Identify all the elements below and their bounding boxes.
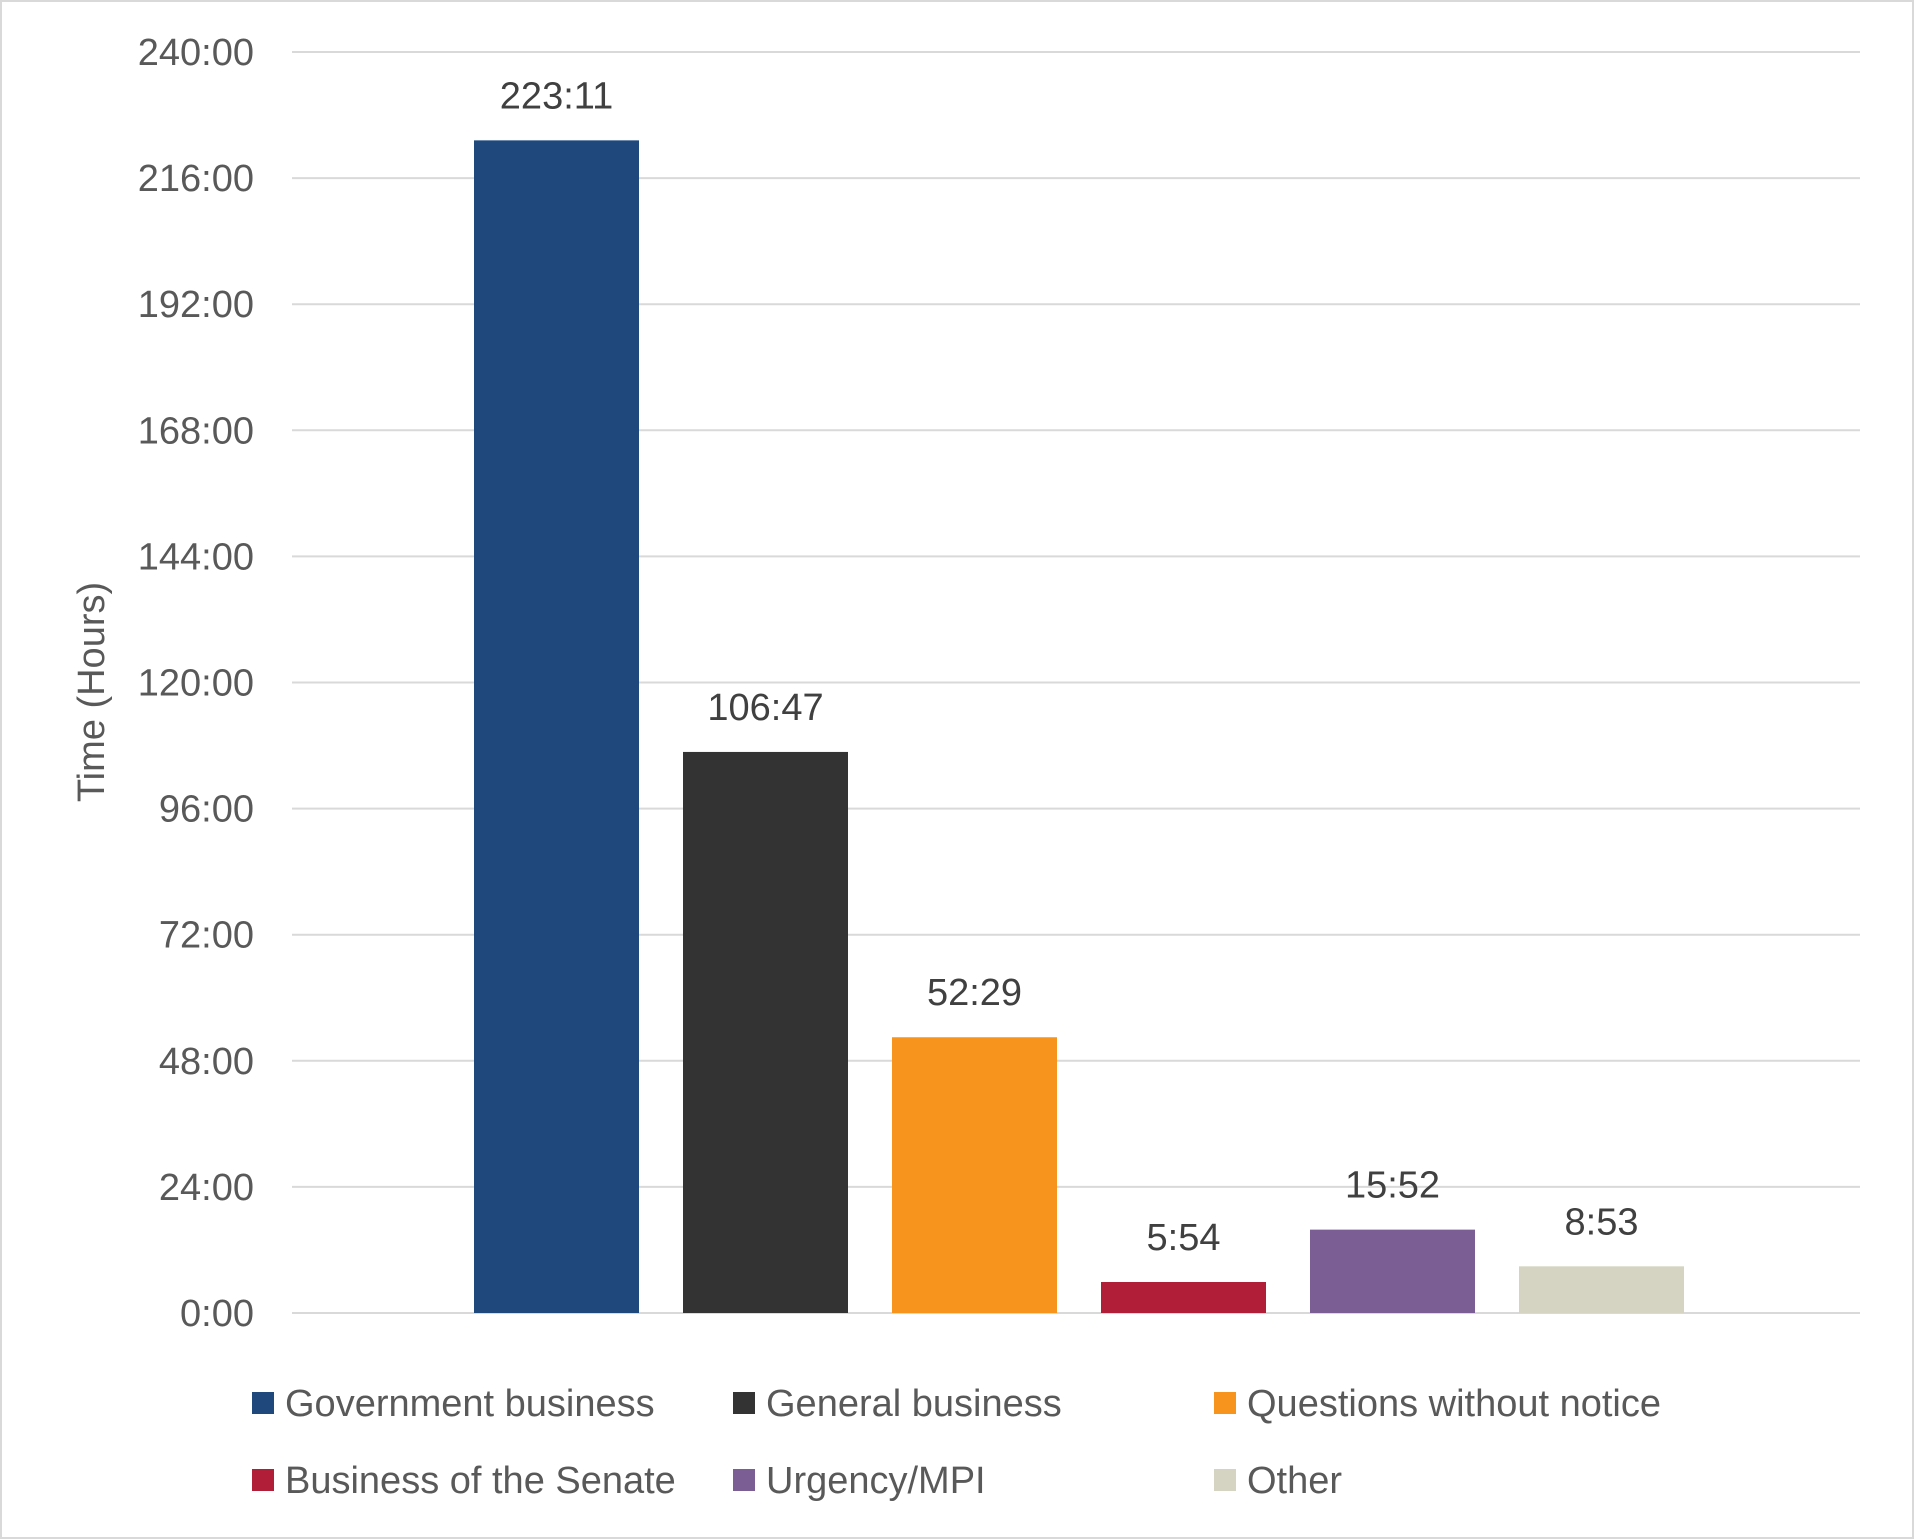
y-tick-label: 48:00 [159,1041,254,1083]
y-tick-label: 216:00 [138,158,254,200]
bar-other [1519,1266,1684,1313]
bar-questions-without-notice [892,1037,1057,1313]
y-tick-label: 192:00 [138,284,254,326]
data-label: 106:47 [707,687,823,729]
data-label: 52:29 [927,972,1022,1014]
legend-item: Other [1214,1460,1342,1502]
legend-item: Urgency/MPI [733,1460,986,1502]
legend-label: General business [766,1383,1062,1425]
y-axis-ticks: 0:00 24:00 48:00 72:00 96:00 120:00 144:00 168:… [138,32,254,1335]
data-label: 8:53 [1565,1201,1639,1243]
y-axis-title: Time (Hours) [71,582,113,802]
legend-swatch [1214,1392,1236,1414]
y-tick-label: 0:00 [180,1293,254,1335]
legend-swatch [733,1469,755,1491]
y-tick-label: 96:00 [159,789,254,831]
bar-business-of-the-senate [1101,1282,1266,1313]
bar-urgency-mpi [1310,1229,1475,1313]
legend-label: Business of the Senate [285,1460,676,1502]
y-tick-label: 144:00 [138,536,254,578]
legend-label: Urgency/MPI [766,1460,986,1502]
legend-swatch [252,1392,274,1414]
y-tick-label: 240:00 [138,32,254,74]
legend-swatch [1214,1469,1236,1491]
bars [474,140,1684,1313]
y-tick-label: 168:00 [138,410,254,452]
legend-swatch [733,1392,755,1414]
legend-label: Government business [285,1383,655,1425]
y-tick-label: 24:00 [159,1167,254,1209]
legend-label: Questions without notice [1247,1383,1661,1425]
legend-item: Business of the Senate [252,1460,676,1502]
legend-item: General business [733,1383,1062,1425]
y-tick-label: 120:00 [138,663,254,705]
data-label: 223:11 [500,75,613,117]
bar-government-business [474,140,639,1313]
data-label: 15:52 [1345,1165,1440,1207]
bar-general-business [683,751,848,1313]
legend-swatch [252,1469,274,1491]
legend-item: Government business [252,1383,655,1425]
data-labels: 223:11 106:47 52:29 5:54 15:52 8:53 [500,75,1639,1259]
legend-item: Questions without notice [1214,1383,1661,1425]
legend-label: Other [1247,1460,1342,1502]
legend: Government business General business Quest… [252,1383,1661,1502]
data-label: 5:54 [1147,1217,1221,1259]
y-tick-label: 72:00 [159,915,254,957]
